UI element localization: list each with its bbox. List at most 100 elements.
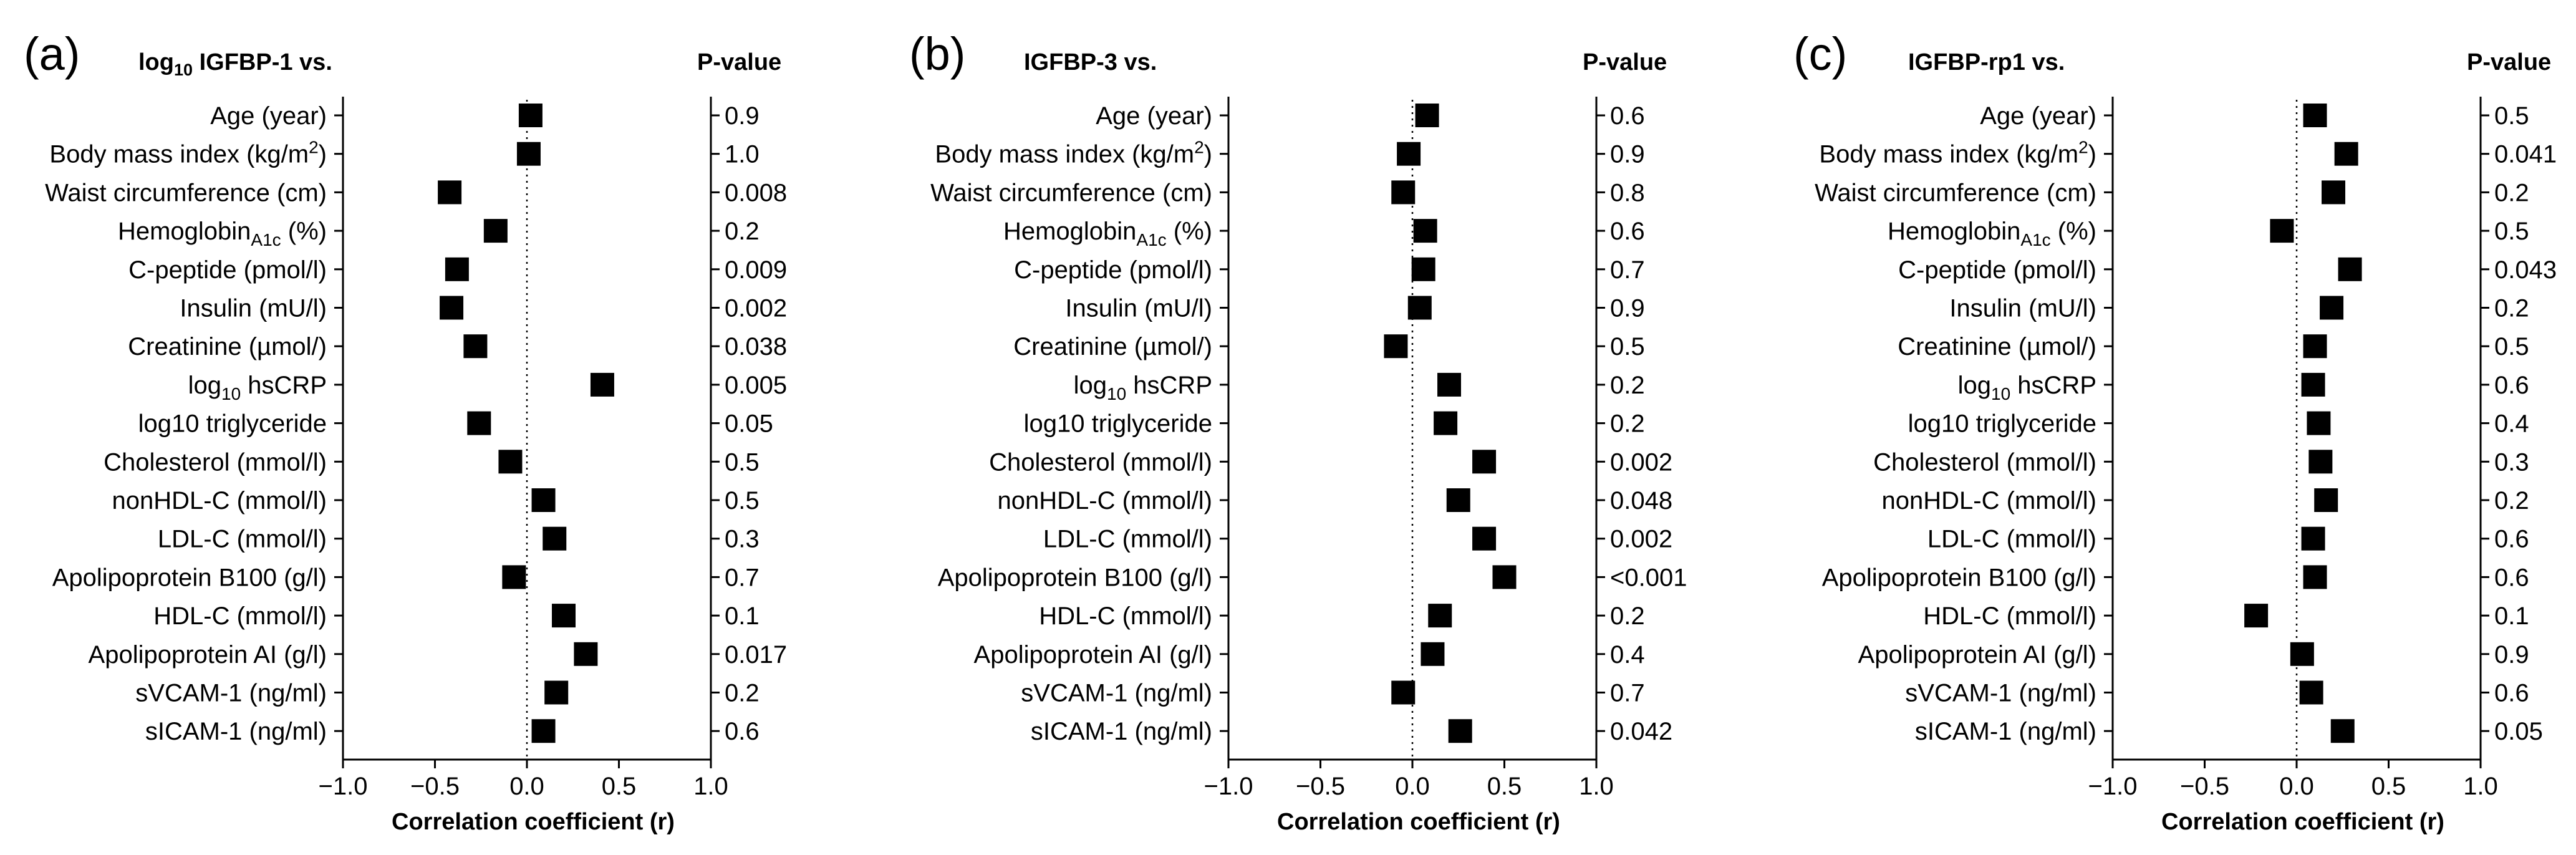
row-pvalue: 0.8 bbox=[1610, 179, 1645, 206]
correlation-marker bbox=[1492, 565, 1517, 589]
correlation-marker bbox=[440, 296, 464, 320]
row-pvalue: 0.1 bbox=[2494, 602, 2529, 630]
row-pvalue: 0.008 bbox=[725, 179, 787, 206]
row-label-part: log bbox=[188, 372, 221, 399]
row-label: log10 hsCRP bbox=[188, 372, 327, 403]
row-label-part: Creatinine (µmol/) bbox=[1013, 333, 1212, 360]
row-pvalue: 0.6 bbox=[2494, 372, 2529, 399]
correlation-marker bbox=[544, 680, 569, 705]
row-label: nonHDL-C (mmol/l) bbox=[998, 487, 1213, 514]
correlation-marker bbox=[2303, 104, 2327, 127]
row-label-part: Age (year) bbox=[1096, 102, 1212, 130]
correlation-marker bbox=[2314, 488, 2338, 512]
row-label-part: hsCRP bbox=[1126, 372, 1212, 399]
row-label: nonHDL-C (mmol/l) bbox=[1882, 487, 2097, 514]
correlation-marker bbox=[438, 180, 462, 205]
row-label: nonHDL-C (mmol/l) bbox=[112, 487, 327, 514]
row-pvalue: 0.05 bbox=[2494, 718, 2543, 745]
x-tick-label: −0.5 bbox=[2180, 773, 2229, 800]
row-label: log10 hsCRP bbox=[1074, 372, 1212, 403]
row-label-part: hsCRP bbox=[2010, 372, 2096, 399]
x-tick-label: 0.5 bbox=[602, 773, 637, 800]
row-label-part: ) bbox=[319, 141, 327, 168]
row-label-part: log bbox=[1074, 372, 1107, 399]
correlation-marker bbox=[1446, 488, 1470, 512]
row-pvalue: 0.2 bbox=[2494, 487, 2529, 514]
row-label-part: Hemoglobin bbox=[1003, 218, 1136, 245]
pvalue-header: P-value bbox=[697, 49, 781, 75]
row-label-part: hsCRP bbox=[241, 372, 327, 399]
row-label-part: sICAM-1 (ng/ml) bbox=[1915, 718, 2096, 745]
row-label: C-peptide (pmol/l) bbox=[128, 256, 327, 284]
row-pvalue: 0.2 bbox=[725, 680, 760, 707]
panel-c: (c) IGFBP-rp1 vs. P-value −1.0 −0.5 0.0 0.5 1.0… bbox=[1793, 28, 2557, 835]
row-label-part: C-peptide (pmol/l) bbox=[1014, 256, 1212, 284]
row-label-part: Waist circumference (cm) bbox=[45, 179, 327, 206]
panel-a: (a) log10 IGFBP-1 vs. P-value−1.0 −0.5 0.0 0.… bbox=[24, 28, 787, 835]
row-label-part: Hemoglobin bbox=[1888, 218, 2020, 245]
row-label: log10 triglyceride bbox=[1024, 410, 1212, 438]
row-label-part: C-peptide (pmol/l) bbox=[128, 256, 327, 284]
panel-label: (a) bbox=[24, 28, 80, 80]
panel-b: (b) IGFBP-3 vs. P-value −1.0 −0.5 0.0 0.5 1.0 Co… bbox=[909, 28, 1687, 835]
correlation-marker bbox=[1448, 719, 1472, 743]
row-pvalue: 0.6 bbox=[725, 718, 760, 745]
row-label: Apolipoprotein AI (g/l) bbox=[89, 641, 327, 669]
correlation-marker bbox=[2320, 296, 2344, 320]
row-label: LDL-C (mmol/l) bbox=[1927, 526, 2096, 553]
row-pvalue: 0.7 bbox=[1610, 256, 1645, 284]
row-label: Apolipoprotein AI (g/l) bbox=[974, 641, 1212, 669]
correlation-marker bbox=[1415, 104, 1439, 127]
correlation-marker bbox=[2301, 526, 2325, 551]
row-label-part: sICAM-1 (ng/ml) bbox=[1031, 718, 1212, 745]
row-pvalue: 0.042 bbox=[1610, 718, 1672, 745]
row-label: Creatinine (µmol/) bbox=[1898, 333, 2096, 360]
correlation-marker bbox=[445, 257, 469, 281]
row-label-part: sVCAM-1 (ng/ml) bbox=[1021, 680, 1212, 707]
row-pvalue: 0.2 bbox=[1610, 602, 1645, 630]
row-label-part: Apolipoprotein B100 (g/l) bbox=[52, 564, 327, 591]
row-label-part: Cholesterol (mmol/l) bbox=[989, 448, 1212, 476]
correlation-marker bbox=[574, 642, 598, 666]
correlation-marker bbox=[1384, 334, 1408, 359]
row-label-part: HDL-C (mmol/l) bbox=[1923, 602, 2096, 630]
row-label: sVCAM-1 (ng/ml) bbox=[1021, 680, 1212, 707]
correlation-marker bbox=[2330, 719, 2355, 743]
row-pvalue: 0.5 bbox=[1610, 333, 1645, 360]
row-label-part: Apolipoprotein B100 (g/l) bbox=[1822, 564, 2096, 591]
row-pvalue: 0.9 bbox=[1610, 295, 1645, 322]
row-label: Waist circumference (cm) bbox=[45, 179, 327, 206]
correlation-marker bbox=[590, 372, 614, 397]
row-label-part: sVCAM-1 (ng/ml) bbox=[1905, 680, 2096, 707]
row-label-part: Cholesterol (mmol/l) bbox=[104, 448, 327, 476]
correlation-marker bbox=[2322, 180, 2345, 205]
row-label: log10 hsCRP bbox=[1958, 372, 2096, 403]
row-label-part: Creatinine (µmol/) bbox=[128, 333, 327, 360]
row-pvalue: 0.009 bbox=[725, 256, 787, 284]
row-label-part: HDL-C (mmol/l) bbox=[153, 602, 327, 630]
correlation-marker bbox=[2303, 334, 2327, 359]
row-label: C-peptide (pmol/l) bbox=[1014, 256, 1212, 284]
x-axis-title: Correlation coefficient (r) bbox=[2161, 809, 2444, 835]
correlation-marker bbox=[2244, 604, 2269, 628]
row-label-part: sICAM-1 (ng/ml) bbox=[145, 718, 327, 745]
row-label-part: Apolipoprotein AI (g/l) bbox=[1858, 641, 2096, 669]
row-label-part: 2 bbox=[1194, 138, 1204, 157]
row-label: Cholesterol (mmol/l) bbox=[989, 448, 1212, 476]
row-label: HemoglobinA1c (%) bbox=[1888, 218, 2096, 249]
row-label: Apolipoprotein AI (g/l) bbox=[1858, 641, 2096, 669]
row-label-part: Apolipoprotein AI (g/l) bbox=[89, 641, 327, 669]
row-label-part: log10 triglyceride bbox=[138, 410, 327, 438]
panel-title: IGFBP-rp1 vs. bbox=[1908, 49, 2065, 75]
row-label: sVCAM-1 (ng/ml) bbox=[135, 680, 327, 707]
x-tick-label: 0.0 bbox=[509, 773, 544, 800]
correlation-marker bbox=[2290, 642, 2314, 666]
x-tick-label: 0.0 bbox=[2279, 773, 2314, 800]
row-pvalue: 1.0 bbox=[725, 141, 760, 168]
row-pvalue: 0.041 bbox=[2494, 141, 2557, 168]
row-label: sICAM-1 (ng/ml) bbox=[1031, 718, 1212, 745]
row-label-part: Age (year) bbox=[1980, 102, 2096, 130]
correlation-marker bbox=[463, 334, 488, 359]
row-label-part: log10 triglyceride bbox=[1024, 410, 1212, 438]
